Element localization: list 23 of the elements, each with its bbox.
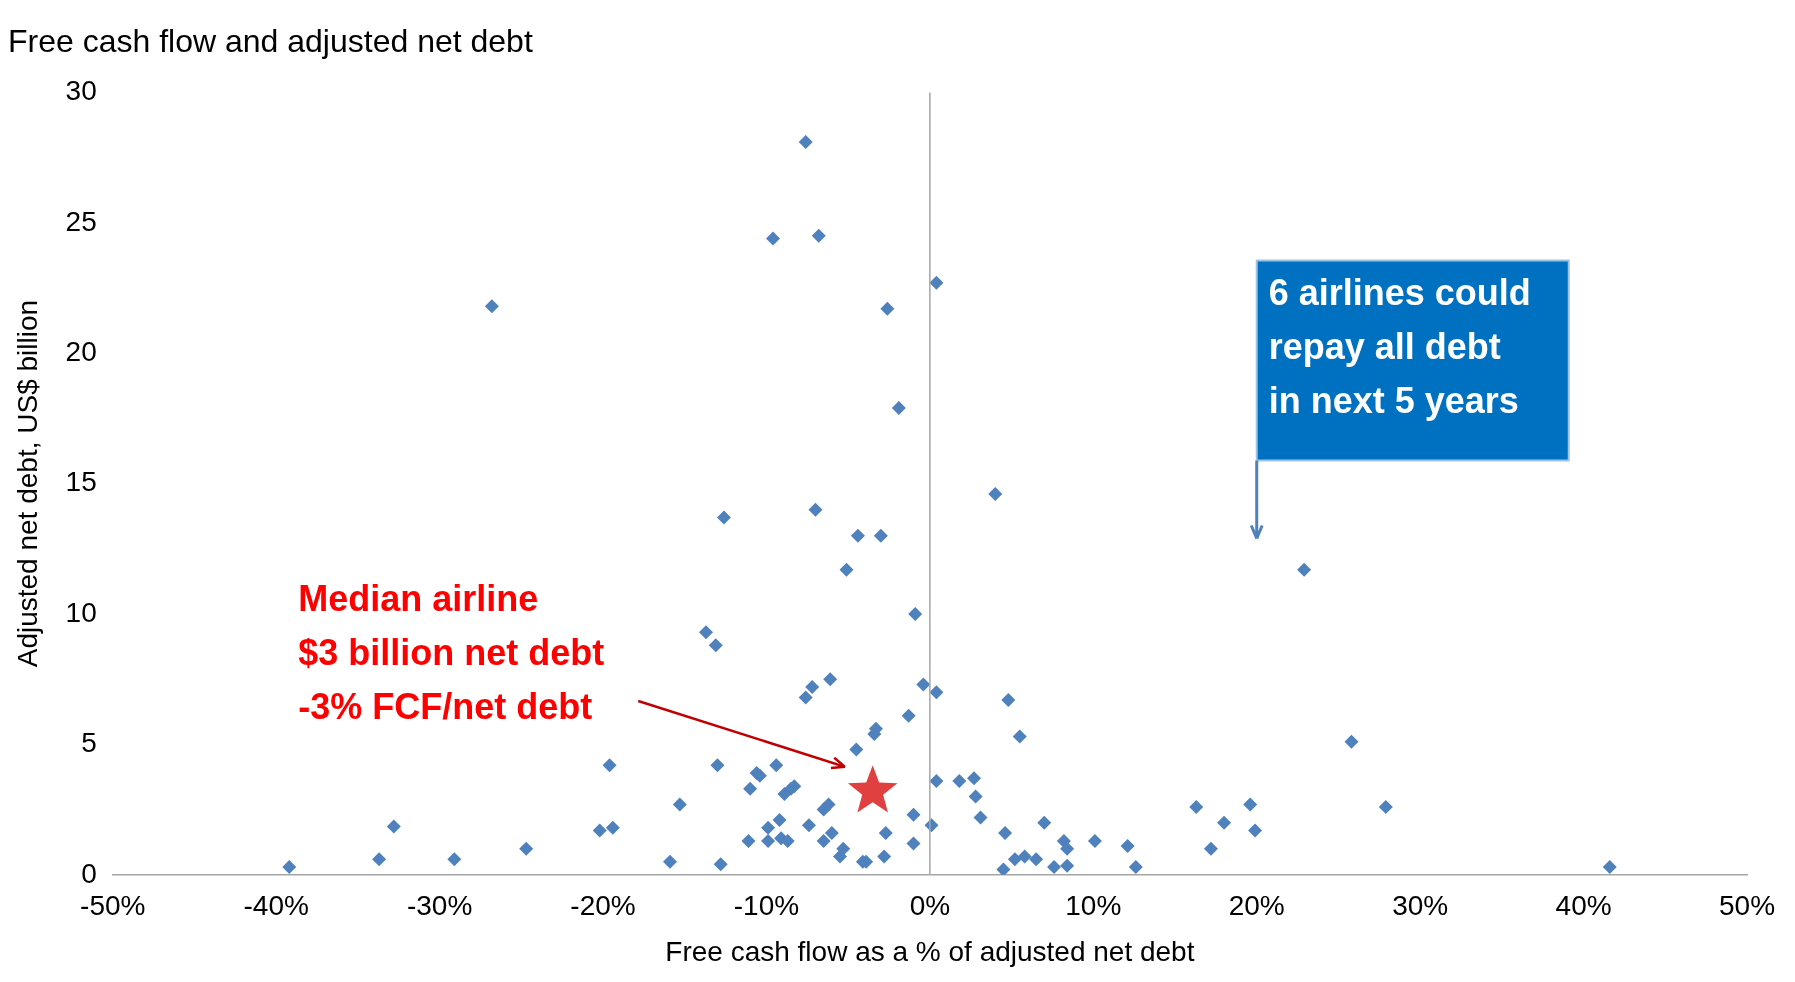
x-tick-label: -40% bbox=[243, 890, 309, 922]
x-axis-title: Free cash flow as a % of adjusted net debt bbox=[665, 935, 1195, 967]
x-tick-label: 20% bbox=[1228, 890, 1285, 922]
y-tick-label: 15 bbox=[65, 466, 97, 498]
x-tick-label: -50% bbox=[80, 890, 146, 922]
x-tick-label: 30% bbox=[1392, 890, 1449, 922]
y-axis-title: Adjusted net debt, US$ billion bbox=[11, 299, 43, 668]
y-tick-label: 30 bbox=[65, 75, 97, 107]
annotation: 6 airlines could repay all debt in next 5 years bbox=[1268, 271, 1531, 421]
y-tick-label: 5 bbox=[81, 727, 97, 759]
y-tick-label: 20 bbox=[65, 335, 97, 367]
x-tick-label: 0% bbox=[909, 890, 951, 922]
annotation: Median airline $3 billion net debt -3% FCF/net debt bbox=[298, 577, 605, 727]
y-tick-label: 0 bbox=[81, 857, 97, 889]
x-tick-label: 10% bbox=[1065, 890, 1122, 922]
x-tick-label: -30% bbox=[406, 890, 473, 922]
chart-title: Free cash flow and adjusted net debt bbox=[8, 23, 533, 60]
x-tick-label: 40% bbox=[1555, 890, 1612, 922]
y-tick-label: 10 bbox=[65, 596, 97, 628]
x-tick-label: -10% bbox=[733, 890, 800, 922]
x-tick-label: 50% bbox=[1718, 890, 1776, 922]
y-tick-label: 25 bbox=[65, 205, 97, 237]
x-tick-label: -20% bbox=[570, 890, 636, 922]
